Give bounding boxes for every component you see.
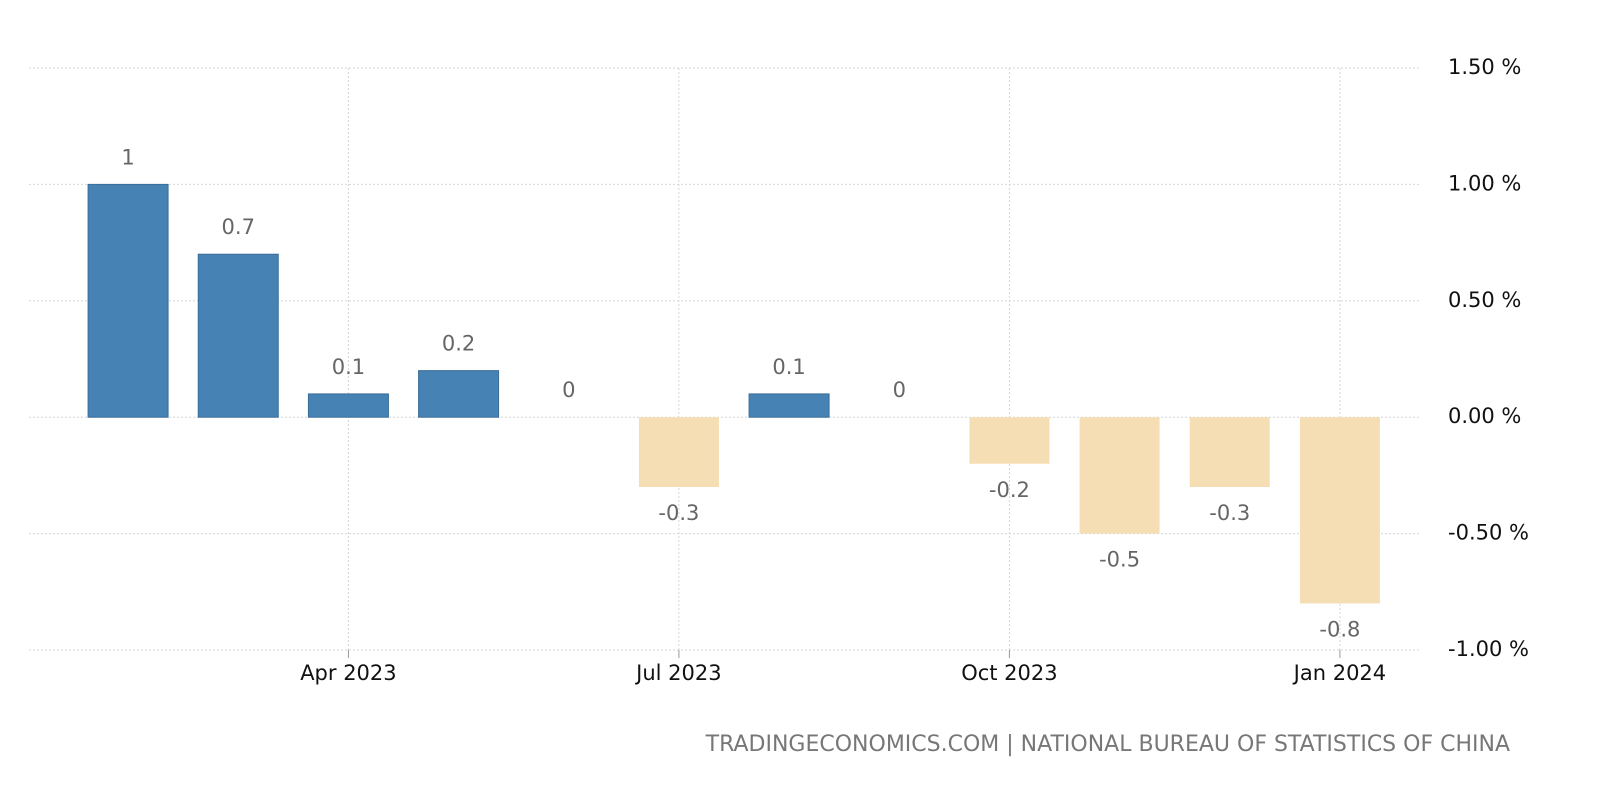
value-label: -0.5 bbox=[1099, 548, 1140, 572]
bar bbox=[748, 393, 830, 418]
y-tick-label: 0.00 % bbox=[1448, 404, 1521, 428]
y-tick-label: -1.00 % bbox=[1448, 637, 1529, 661]
x-tick-label: Jul 2023 bbox=[634, 661, 721, 685]
value-label: 0.7 bbox=[222, 215, 255, 239]
source: TRADINGECONOMICS.COM | NATIONAL BUREAU O… bbox=[705, 732, 1510, 757]
value-label: -0.2 bbox=[989, 478, 1030, 502]
value-label: 0.2 bbox=[442, 332, 475, 356]
bar bbox=[638, 417, 719, 488]
value-label: 0.1 bbox=[332, 355, 365, 379]
value-label: 0 bbox=[893, 378, 906, 402]
value-label: -0.3 bbox=[658, 501, 699, 525]
value-label: -0.3 bbox=[1209, 501, 1250, 525]
x-tick-label: Apr 2023 bbox=[300, 661, 396, 685]
bar bbox=[969, 417, 1050, 464]
bar bbox=[418, 370, 500, 418]
x-tick-label: Oct 2023 bbox=[961, 661, 1057, 685]
value-label: 0 bbox=[562, 378, 575, 402]
y-tick-label: 1.50 % bbox=[1448, 55, 1521, 79]
bar bbox=[1189, 417, 1270, 488]
bar bbox=[197, 253, 279, 418]
bar bbox=[307, 393, 389, 418]
bar bbox=[1299, 417, 1380, 604]
value-label: 0.1 bbox=[772, 355, 805, 379]
x-tick-label: Jan 2024 bbox=[1292, 661, 1387, 685]
value-label: 1 bbox=[121, 145, 134, 169]
value-label: -0.8 bbox=[1319, 617, 1360, 641]
bar bbox=[87, 183, 169, 418]
y-tick-label: -0.50 % bbox=[1448, 521, 1529, 545]
bar bbox=[1079, 417, 1160, 534]
y-tick-label: 1.00 % bbox=[1448, 171, 1521, 195]
y-tick-label: 0.50 % bbox=[1448, 288, 1521, 312]
